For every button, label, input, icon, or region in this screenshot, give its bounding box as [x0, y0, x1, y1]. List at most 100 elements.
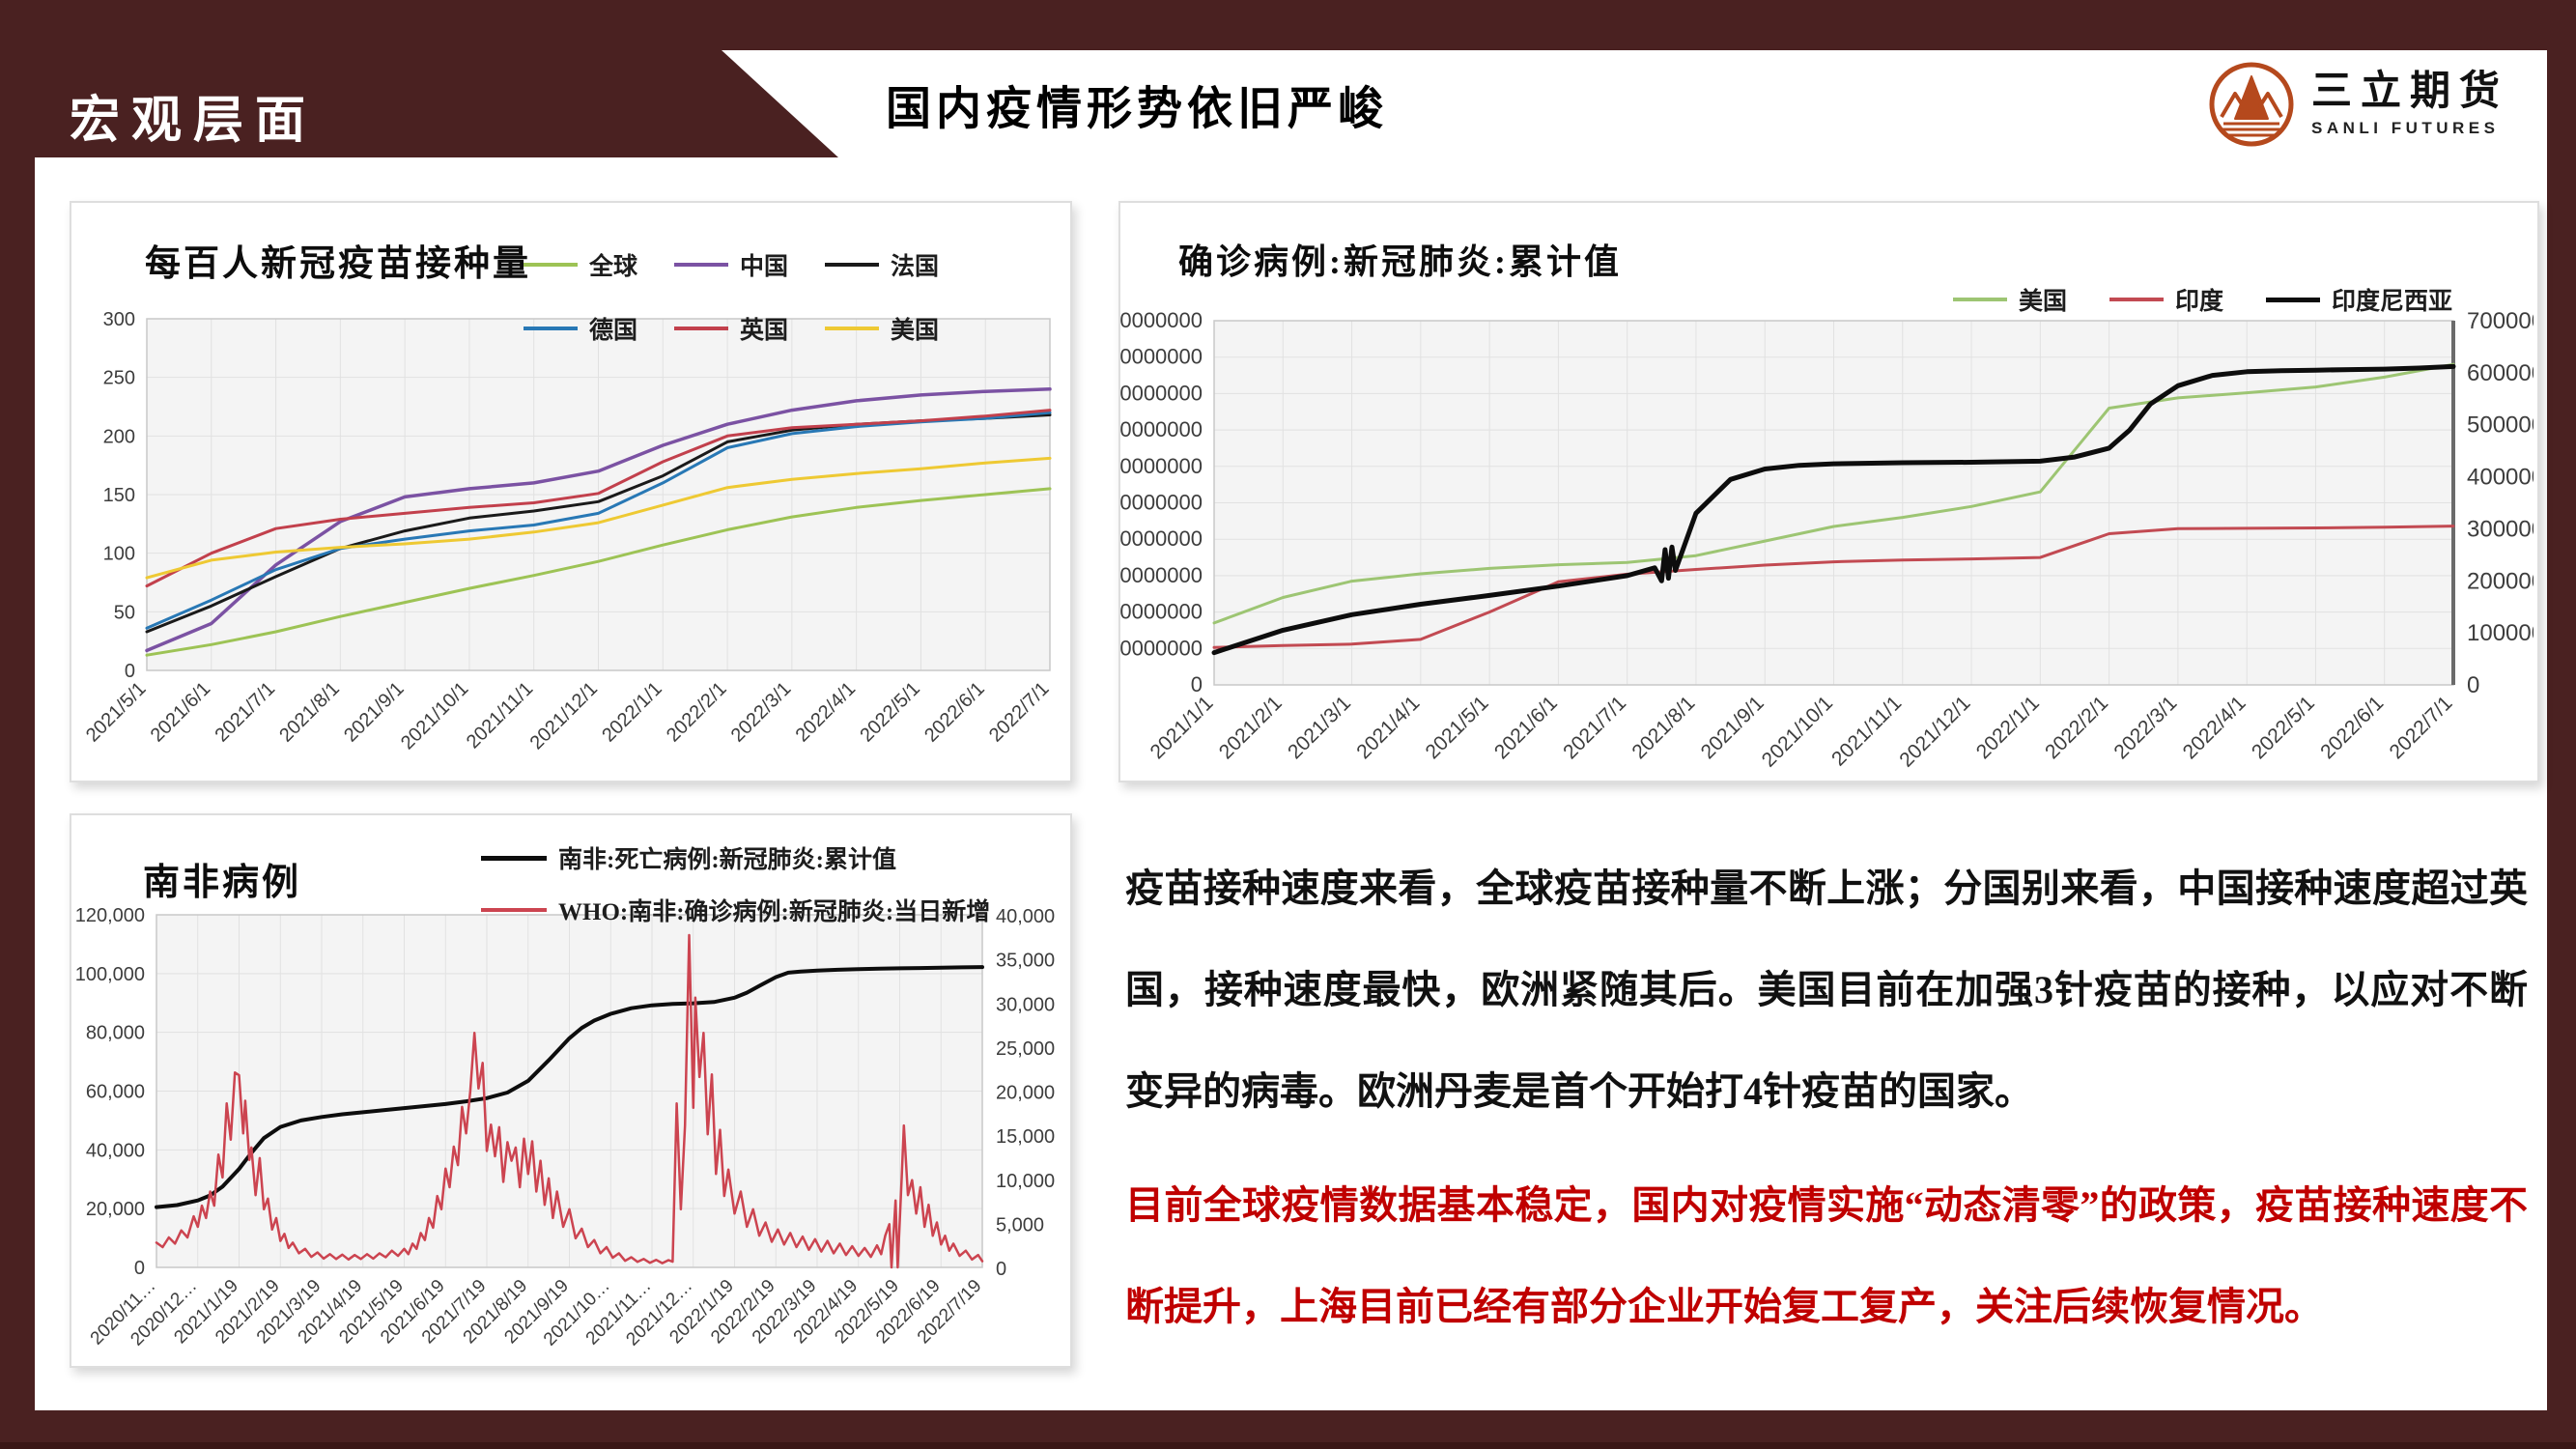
section-label: 宏观层面	[70, 94, 318, 149]
south-africa-chart-card: 南非病例 0 20,000 40,000 60,000 80,000 100,000 120…	[70, 813, 1072, 1368]
svg-text:2021/11/1: 2021/11/1	[463, 678, 537, 753]
legend-line-swatch	[674, 263, 729, 267]
svg-text:20,000: 20,000	[996, 1083, 1055, 1104]
svg-text:2022/4/1: 2022/4/1	[2179, 692, 2250, 763]
bottom-accent-line	[0, 1442, 2576, 1449]
svg-text:2022/1/1: 2022/1/1	[1972, 692, 2044, 763]
chart-legend-row: WHO:南非:确诊病例:新冠肺炎:当日新增	[481, 893, 990, 927]
svg-text:2021/3/1: 2021/3/1	[1284, 692, 1355, 763]
chart-legend-row: 美国 印度 印度尼西亚	[1953, 282, 2452, 317]
svg-text:2021/10/1: 2021/10/1	[1758, 692, 1837, 771]
svg-text:5,000: 5,000	[996, 1214, 1044, 1236]
svg-text:2021/2/1: 2021/2/1	[1215, 692, 1287, 763]
legend-label: 美国	[891, 318, 940, 344]
legend-label: 中国	[740, 254, 789, 280]
svg-text:250: 250	[103, 368, 135, 389]
svg-text:2022/3/1: 2022/3/1	[727, 678, 796, 747]
svg-text:10,000: 10,000	[996, 1171, 1055, 1192]
svg-text:70000000: 70000000	[1120, 417, 1203, 441]
svg-text:2000000: 2000000	[2467, 568, 2534, 594]
svg-text:90000000: 90000000	[1120, 345, 1203, 369]
legend-line-swatch	[674, 327, 729, 330]
svg-text:60000000: 60000000	[1120, 454, 1203, 478]
page-title: 国内疫情形势依旧严峻	[886, 84, 1388, 134]
legend-line-swatch	[2109, 298, 2165, 301]
legend-label: 南非:死亡病例:新冠肺炎:累计值	[558, 847, 896, 873]
svg-text:120,000: 120,000	[75, 905, 145, 926]
svg-text:2021/7/1: 2021/7/1	[1559, 692, 1630, 763]
series-line	[145, 411, 1052, 630]
logo-name-cn: 三立期货	[2310, 70, 2508, 115]
svg-text:150: 150	[103, 485, 135, 506]
chart-title: 南非病例	[143, 863, 302, 903]
svg-text:15,000: 15,000	[996, 1126, 1055, 1148]
svg-text:50: 50	[114, 602, 135, 623]
svg-text:2021/9/1: 2021/9/1	[1697, 692, 1769, 763]
legend-label: 德国	[589, 318, 638, 344]
chart-canvas: 0 20,000 40,000 60,000 80,000 100,000 120,000 0…	[75, 905, 1055, 1350]
legend-item: 美国	[825, 311, 939, 346]
svg-text:2022/2/1: 2022/2/1	[663, 678, 731, 747]
legend-item: 印度	[2109, 282, 2223, 317]
logo-text: 三立期货 SANLI FUTURES	[2311, 70, 2508, 137]
legend-label: 印度	[2175, 289, 2224, 315]
chart-legend-row: 德国 英国 美国	[524, 311, 939, 346]
svg-text:40,000: 40,000	[996, 906, 1055, 927]
commentary-policy-text: 目前全球疫情数据基本稳定，国内对疫情实施“动态清零”的政策，疫苗接种速度不断提升…	[1125, 1183, 2528, 1329]
legend-line-swatch	[1953, 298, 2007, 301]
title-ribbon: 国内疫情形势依旧严峻 三立期货 SANLI FUTURES	[722, 50, 2547, 157]
logo-name-en: SANLI FUTURES	[2310, 118, 2500, 137]
svg-text:50000000: 50000000	[1120, 491, 1203, 515]
svg-text:30000000: 30000000	[1120, 563, 1203, 587]
svg-text:2022/7/1: 2022/7/1	[985, 678, 1054, 747]
svg-text:2022/2/1: 2022/2/1	[2041, 692, 2112, 763]
chart-canvas: 0 50 100 150 200 250 300 2021/5/12021/6/12021/7…	[82, 309, 1054, 753]
series-line	[1211, 363, 2456, 656]
svg-text:300: 300	[103, 309, 135, 330]
svg-text:2021/8/1: 2021/8/1	[275, 678, 344, 747]
legend-line-swatch	[481, 908, 547, 912]
legend-label: 英国	[740, 318, 789, 344]
svg-text:2022/7/1: 2022/7/1	[2385, 692, 2456, 763]
company-logo: 三立期货 SANLI FUTURES	[2207, 60, 2508, 149]
svg-text:60,000: 60,000	[86, 1082, 145, 1103]
svg-text:2021/10/1: 2021/10/1	[397, 678, 472, 753]
svg-text:2022/6/1: 2022/6/1	[920, 678, 989, 747]
svg-text:2021/5/1: 2021/5/1	[82, 678, 151, 747]
svg-text:200: 200	[103, 426, 135, 447]
legend-item: 英国	[674, 311, 788, 346]
svg-text:2021/8/1: 2021/8/1	[1628, 692, 1699, 763]
series-line	[1212, 362, 2455, 625]
sanli-logo-mountain-icon	[2209, 62, 2294, 146]
svg-text:1000000: 1000000	[2467, 620, 2534, 646]
series-line	[1212, 525, 2455, 649]
svg-text:2022/5/1: 2022/5/1	[2248, 692, 2319, 763]
svg-text:0: 0	[134, 1258, 145, 1279]
svg-text:2022/5/1: 2022/5/1	[856, 678, 924, 747]
svg-text:7000000: 7000000	[2467, 308, 2534, 334]
svg-text:20000000: 20000000	[1120, 600, 1203, 624]
svg-text:2021/1/1: 2021/1/1	[1146, 692, 1217, 763]
series-line	[155, 933, 984, 1269]
svg-text:2022/4/1: 2022/4/1	[792, 678, 861, 747]
svg-text:100000000: 100000000	[1120, 308, 1203, 332]
svg-text:3000000: 3000000	[2467, 516, 2534, 542]
legend-line-swatch	[524, 327, 578, 330]
svg-text:2022/3/1: 2022/3/1	[2109, 692, 2181, 763]
chart-legend-row: 南非:死亡病例:新冠肺炎:累计值	[481, 840, 896, 875]
svg-text:25,000: 25,000	[996, 1038, 1055, 1060]
legend-item: 法国	[825, 247, 939, 282]
legend-line-swatch	[481, 855, 547, 861]
svg-text:100,000: 100,000	[75, 964, 145, 985]
legend-label: 法国	[891, 254, 940, 280]
legend-label: 全球	[589, 254, 638, 280]
svg-text:0: 0	[125, 661, 135, 682]
legend-item: 美国	[1953, 282, 2067, 317]
legend-item: WHO:南非:确诊病例:新冠肺炎:当日新增	[481, 893, 990, 927]
svg-text:40,000: 40,000	[86, 1140, 145, 1161]
confirmed-cases-chart-card: 确诊病例:新冠肺炎:累计值 01000000020000000300000004…	[1096, 201, 2557, 782]
svg-text:2021/11/1: 2021/11/1	[1827, 692, 1906, 770]
legend-item: 中国	[674, 247, 788, 282]
chart-title: 每百人新冠疫苗接种量	[145, 244, 531, 284]
